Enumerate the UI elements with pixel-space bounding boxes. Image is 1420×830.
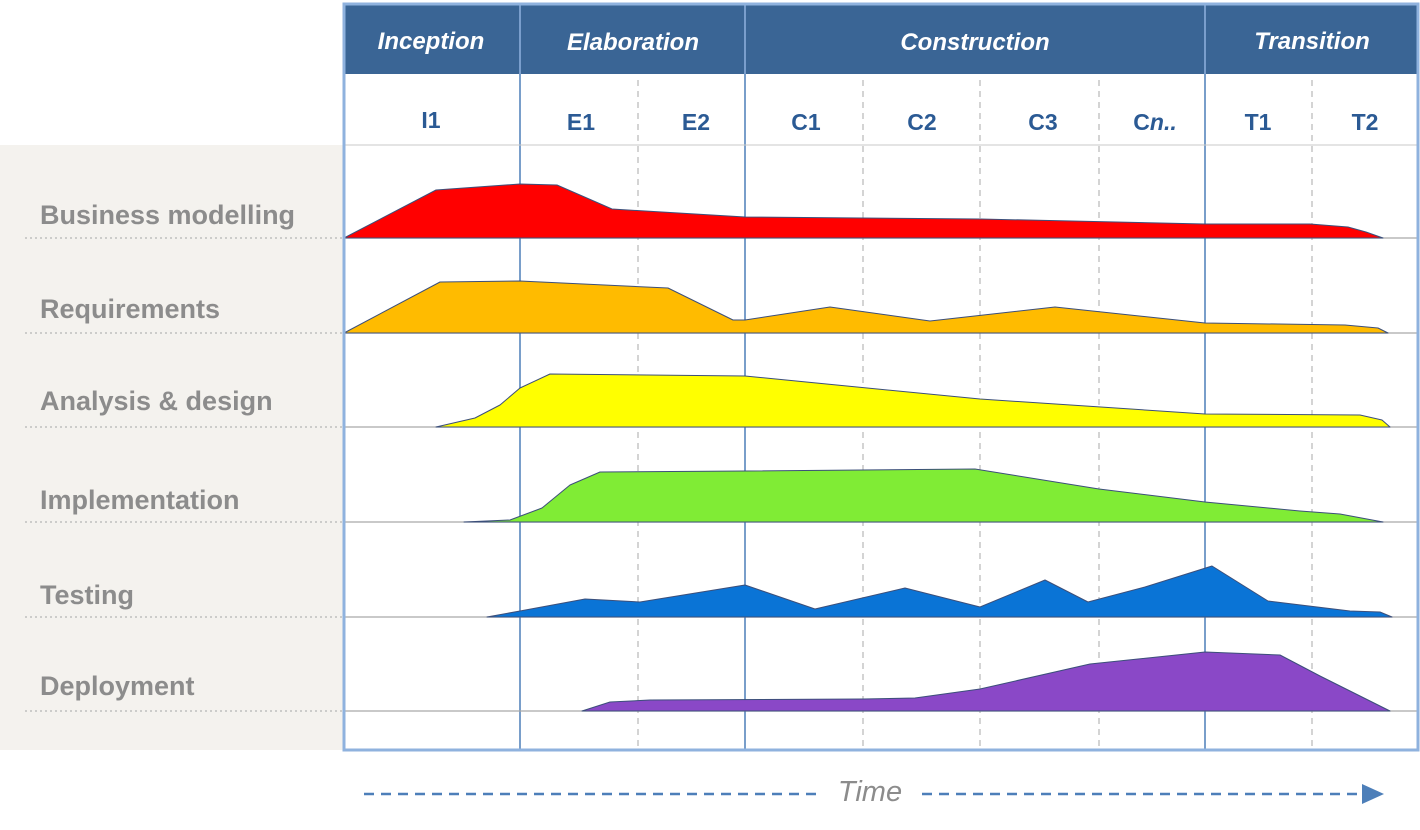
iteration-t2: T2 — [1352, 109, 1379, 135]
phase-construction: Construction — [900, 29, 1049, 56]
phase-header — [344, 4, 1418, 74]
time-arrow-head — [1362, 784, 1384, 804]
workload-areas — [343, 183, 1393, 712]
iteration-c2: C2 — [907, 109, 936, 135]
iteration-c1: C1 — [791, 109, 821, 135]
discipline-panel — [0, 145, 344, 750]
iteration-cn: Cn.. — [1133, 109, 1176, 135]
workload-area-1 — [343, 183, 1384, 239]
iteration-e2: E2 — [682, 109, 710, 135]
discipline-implementation: Implementation — [40, 485, 240, 515]
discipline-requirements: Requirements — [40, 294, 220, 324]
phase-transition: Transition — [1254, 28, 1370, 55]
discipline-business-modelling: Business modelling — [40, 200, 295, 230]
phase-elaboration: Elaboration — [567, 29, 699, 56]
phase-header-dividers — [519, 4, 1206, 74]
iteration-e1: E1 — [567, 109, 595, 135]
iteration-t1: T1 — [1245, 109, 1272, 135]
chart-frame — [342, 2, 1420, 752]
iteration-i1: I1 — [421, 107, 440, 133]
discipline-testing: Testing — [40, 580, 134, 610]
workload-area-2 — [343, 280, 1389, 334]
phase-inception: Inception — [378, 28, 485, 55]
time-label: Time — [838, 776, 902, 808]
workload-area-3 — [435, 373, 1391, 428]
discipline-analysis-design: Analysis & design — [40, 386, 273, 416]
workload-area-6 — [581, 651, 1391, 712]
workload-area-4 — [463, 468, 1384, 523]
workload-area-5 — [486, 565, 1393, 618]
discipline-deployment: Deployment — [40, 671, 195, 701]
iteration-c3: C3 — [1028, 109, 1057, 135]
